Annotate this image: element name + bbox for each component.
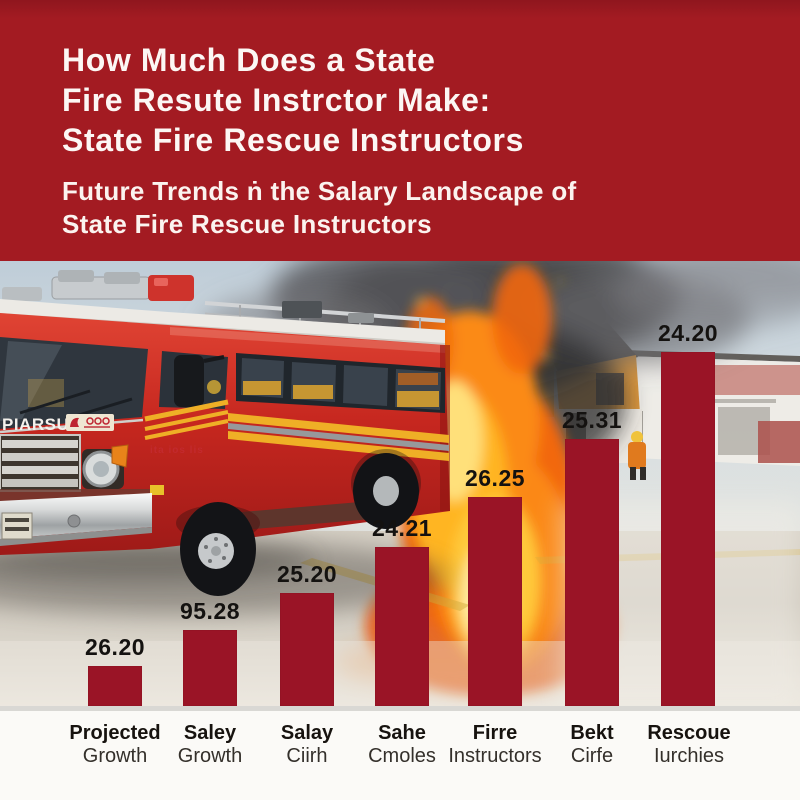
truck-side-text: ita ios lis xyxy=(150,445,204,456)
bar-rect xyxy=(565,439,619,706)
interior-seats xyxy=(293,385,333,399)
lamp-head xyxy=(104,272,140,284)
yellow-stripe xyxy=(228,431,449,461)
subtitle-line-2: State Fire Rescue Instructors xyxy=(62,209,432,239)
license-plate xyxy=(1,512,33,540)
tow-hook xyxy=(67,514,81,528)
bar-sahe-cmoles: 24.21 xyxy=(372,515,432,706)
bar-firre-instructors: 26.25 xyxy=(465,465,525,706)
interior-seats xyxy=(243,381,281,395)
left-lamp xyxy=(2,287,42,301)
firefighter xyxy=(628,431,646,480)
body-rear-edge xyxy=(440,345,450,511)
bar-rescoue-iurchies: 24.20 xyxy=(658,320,718,706)
windshield-reflection xyxy=(0,341,62,421)
bar-bekt-cirfe: 25.31 xyxy=(562,407,622,706)
bar-rect xyxy=(280,593,334,706)
axis-label-firre-instructors: Firre Instructors xyxy=(448,722,542,767)
axis-label-projected-growth: Projected Growth xyxy=(69,722,161,767)
axis-label-salay-ciirh: Salay Ciirh xyxy=(280,722,334,767)
grille-slat xyxy=(2,440,78,448)
bar-value-label: 26.25 xyxy=(464,465,526,491)
bar-value-label: 24.20 xyxy=(657,320,719,346)
bar-saley-growth: 95.28 xyxy=(180,598,240,706)
side-skirt xyxy=(230,501,372,531)
mirror-arm xyxy=(203,355,225,363)
fire-truck: PIARSUEE ita ios lis xyxy=(0,270,450,596)
bar-projected-growth: 26.20 xyxy=(85,634,145,706)
bar-rect xyxy=(468,497,522,706)
bar-rect xyxy=(88,666,142,706)
bar-rect xyxy=(183,630,237,706)
grille-slat xyxy=(2,466,78,474)
truck-roof xyxy=(0,299,445,347)
roof-rack-rail xyxy=(204,301,446,323)
door-stripe xyxy=(144,419,229,440)
bar-value-label: 95.28 xyxy=(179,598,241,624)
roof-vent xyxy=(348,313,374,323)
emblem-mark xyxy=(102,417,110,425)
category-axis: Projected Growth Saley Growth Salay Ciir… xyxy=(0,711,800,800)
body-gloss xyxy=(170,327,445,353)
title-line-3: State Fire Rescue Instructors xyxy=(62,122,524,158)
emblem-mark xyxy=(86,417,94,425)
title-line-2: Fire Resute Instrctor Make: xyxy=(62,82,491,118)
emblem-mark xyxy=(94,417,102,425)
plate-marks xyxy=(5,518,29,522)
bumper-lip xyxy=(0,527,152,546)
cab-interior xyxy=(28,379,64,407)
axis-label-bekt-cirfe: Bekt Cirfe xyxy=(570,722,614,767)
grille-slat xyxy=(2,453,78,461)
lug-bolt xyxy=(224,543,228,547)
flame-through-window xyxy=(398,373,438,385)
subtitle-line-1: Future Trends ṅ the Salary Landscape of xyxy=(62,176,577,206)
rear-hub xyxy=(373,476,399,506)
bar-value-label: 24.21 xyxy=(371,515,433,541)
turn-indicator xyxy=(111,444,129,468)
lug-bolt xyxy=(214,537,218,541)
page-subtitle: Future Trends ṅ the Salary Landscape of … xyxy=(62,175,760,241)
door-stripe xyxy=(144,399,229,422)
lamp-head xyxy=(58,270,94,282)
title-line-1: How Much Does a State xyxy=(62,42,436,78)
beacon-highlight xyxy=(154,278,168,286)
header: How Much Does a State Fire Resute Instrc… xyxy=(0,0,800,261)
axis-label-rescoue-iurchies: Rescoue Iurchies xyxy=(647,722,731,767)
hub-cap xyxy=(211,546,221,556)
lion-emblem xyxy=(70,417,79,427)
door-stripe xyxy=(144,410,229,431)
bar-value-label: 25.20 xyxy=(276,561,338,587)
wiper xyxy=(19,389,91,415)
axis-label-saley-growth: Saley Growth xyxy=(177,722,243,767)
bar-value-label: 26.20 xyxy=(84,634,146,660)
distant-building xyxy=(595,349,800,466)
bar-value-label: 25.31 xyxy=(561,407,623,433)
emblem-text-line xyxy=(84,426,110,428)
lug-bolt xyxy=(208,559,212,563)
chart-baseline xyxy=(0,706,800,711)
helmet-in-window xyxy=(207,380,221,394)
side-mirror xyxy=(174,355,204,407)
lug-bolt xyxy=(204,545,208,549)
marker-light xyxy=(150,485,164,495)
gray-stripe xyxy=(228,423,449,451)
yellow-stripe xyxy=(228,413,449,443)
interior-seats xyxy=(397,391,439,407)
axis-label-sahe-cmoles: Sahe Cmoles xyxy=(368,722,436,767)
roof-box xyxy=(282,301,322,318)
bar-salay-ciirh: 25.20 xyxy=(277,561,337,706)
page-title: How Much Does a State Fire Resute Instrc… xyxy=(62,40,760,160)
lug-bolt xyxy=(222,556,226,560)
headlight-inner xyxy=(93,461,109,477)
bar-rect xyxy=(661,352,715,706)
grille-slat xyxy=(2,479,78,487)
side-window xyxy=(343,365,388,406)
side-window-band xyxy=(236,353,445,413)
bar-rect xyxy=(375,547,429,706)
plate-marks xyxy=(5,527,29,531)
